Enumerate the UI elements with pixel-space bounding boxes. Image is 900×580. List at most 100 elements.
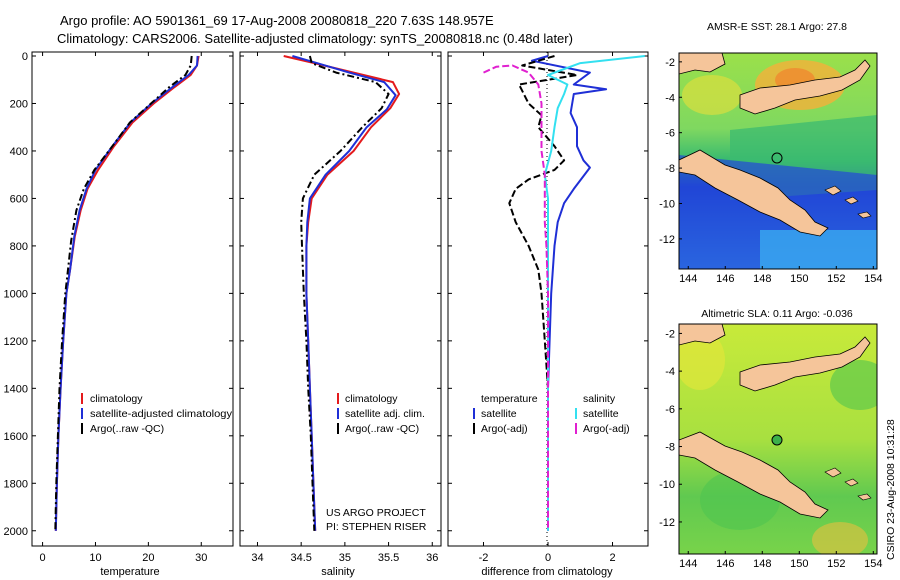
map-x-tick-label: 154 <box>864 558 882 570</box>
map-x-tick-label: 144 <box>679 273 697 285</box>
map-x-tick-label: 154 <box>864 273 882 285</box>
series-line-satellite-adjusted-climatology <box>54 55 199 531</box>
map-x-tick-label: 150 <box>790 273 808 285</box>
y-tick-label: 600 <box>10 193 28 205</box>
sla-land-newguinea <box>679 431 829 519</box>
project-credit: US ARGO PROJECT <box>326 507 426 519</box>
sla-map-ticks: 144 146 148 150 152 154 -2 -4 -6 -8 -10 -12 <box>659 328 882 570</box>
map-y-tick-label: -4 <box>665 366 675 378</box>
x-tick-label: 10 <box>89 552 101 564</box>
legend-salinity-title: salinity <box>583 393 616 405</box>
series-line-temperature-satellite <box>530 55 608 531</box>
sla-orange-patch <box>812 522 868 554</box>
map-y-tick-label: -8 <box>665 442 675 454</box>
x-tick-label: 35 <box>339 552 351 564</box>
y-tick-label: 200 <box>10 98 28 110</box>
sla-yellow-patch <box>679 330 725 390</box>
x-tick-label: 0 <box>545 552 551 564</box>
sla-argo-marker <box>771 434 783 446</box>
y-tick-label: 400 <box>10 146 28 158</box>
series-line-argo-raw-qc <box>54 55 193 531</box>
y-tick-label: 800 <box>10 241 28 253</box>
map-x-tick-label: 148 <box>753 558 771 570</box>
y-tick-label: 1800 <box>4 478 28 490</box>
map-y-tick-label: -6 <box>665 404 675 416</box>
csiro-timestamp: CSIRO 23-Aug-2008 10:31:28 <box>885 419 897 560</box>
map-x-tick-label: 144 <box>679 558 697 570</box>
x-tick-label: 30 <box>195 552 207 564</box>
sla-land-north <box>679 324 726 346</box>
map-y-tick-label: -12 <box>659 234 675 246</box>
sla-green-patch <box>830 360 877 410</box>
salinity-panel: 34 34.5 35 35.5 36 salinity climatology sate… <box>239 51 442 578</box>
sst-land-newguinea <box>679 149 829 237</box>
legend-climatology-label: climatology <box>90 393 143 405</box>
y-tick-label: 2000 <box>4 526 28 538</box>
salinity-axes-box <box>239 51 442 547</box>
map-y-tick-label: -4 <box>665 92 675 104</box>
y-tick-label: 1400 <box>4 383 28 395</box>
x-tick-label: 0 <box>40 552 46 564</box>
map-y-tick-label: -6 <box>665 128 675 140</box>
y-tick-label: 1200 <box>4 336 28 348</box>
sst-land-north <box>679 53 726 75</box>
legend-satellite-label: satellite adj. clim. <box>345 408 425 420</box>
salinity-lines <box>283 55 401 531</box>
temperature-axes-box <box>31 51 234 547</box>
map-x-tick-label: 152 <box>827 558 845 570</box>
sst-map-ticks: 144 146 148 150 152 154 -2 -4 -6 -8 -10 -12 <box>659 57 882 285</box>
difference-ticks: -2 0 2 <box>448 52 648 564</box>
map-y-tick-label: -2 <box>665 328 675 340</box>
sst-islands <box>824 185 872 219</box>
sla-map-field <box>679 324 877 554</box>
difference-xlabel: difference from climatology <box>481 566 613 578</box>
legend-satellite-label: satellite-adjusted climatology <box>90 408 233 420</box>
map-y-tick-label: -12 <box>659 517 675 529</box>
sst-argo-marker <box>771 152 783 164</box>
sla-map-frame <box>678 323 878 555</box>
map-x-tick-label: 150 <box>790 558 808 570</box>
y-tick-label: 0 <box>22 51 28 63</box>
x-tick-label: 34 <box>251 552 263 564</box>
difference-legend: temperature satellite Argo(-adj) salinit… <box>473 393 630 435</box>
salinity-xlabel: salinity <box>321 566 355 578</box>
x-tick-label: 35.5 <box>378 552 399 564</box>
legend-temp-argo-label: Argo(-adj) <box>481 423 528 435</box>
sst-yellow-patch <box>682 75 742 115</box>
map-x-tick-label: 146 <box>716 273 734 285</box>
difference-lines <box>483 55 645 531</box>
salinity-ticks: 34 34.5 35 35.5 36 <box>240 52 441 564</box>
pi-credit: PI: STEPHEN RISER <box>326 521 427 533</box>
map-y-tick-label: -10 <box>659 198 675 210</box>
y-tick-label: 1000 <box>4 288 28 300</box>
series-line-temperature-argo-adj <box>508 55 578 531</box>
x-tick-label: 2 <box>609 552 615 564</box>
legend-temp-satellite-label: satellite <box>481 408 517 420</box>
map-x-tick-label: 152 <box>827 273 845 285</box>
legend-temperature-title: temperature <box>481 393 538 405</box>
x-tick-label: -2 <box>479 552 489 564</box>
difference-panel: -2 0 2 difference from climatology tempera… <box>447 51 649 578</box>
map-x-tick-label: 146 <box>716 558 734 570</box>
legend-climatology-label: climatology <box>345 393 398 405</box>
temperature-panel: 0 10 20 30 0 200 400 600 800 1000 1200 1400 1600 1800… <box>4 51 234 578</box>
sla-land-newbritain <box>739 336 871 392</box>
legend-argo-label: Argo(..raw -QC) <box>90 423 164 435</box>
series-line-argo-raw-qc <box>300 55 390 531</box>
x-tick-label: 34.5 <box>290 552 311 564</box>
temperature-ticks: 0 10 20 30 0 200 400 600 800 1000 1200 1400 1600 1800… <box>4 51 233 564</box>
map-y-tick-label: -2 <box>665 57 675 69</box>
legend-sal-argo-label: Argo(-adj) <box>583 423 630 435</box>
y-tick-label: 1600 <box>4 431 28 443</box>
sst-map-title: AMSR-E SST: 28.1 Argo: 27.8 <box>707 21 847 33</box>
x-tick-label: 36 <box>426 552 438 564</box>
sst-map-frame <box>678 52 878 270</box>
temperature-lines <box>54 55 200 531</box>
sst-land-newbritain <box>739 59 871 115</box>
sla-map: Altimetric SLA: 0.11 Argo: -0.036 144 146… <box>659 308 882 570</box>
map-x-tick-label: 148 <box>753 273 771 285</box>
map-y-tick-label: -10 <box>659 479 675 491</box>
legend-sal-satellite-label: satellite <box>583 408 619 420</box>
series-line-satellite-adj-clim <box>292 55 397 531</box>
